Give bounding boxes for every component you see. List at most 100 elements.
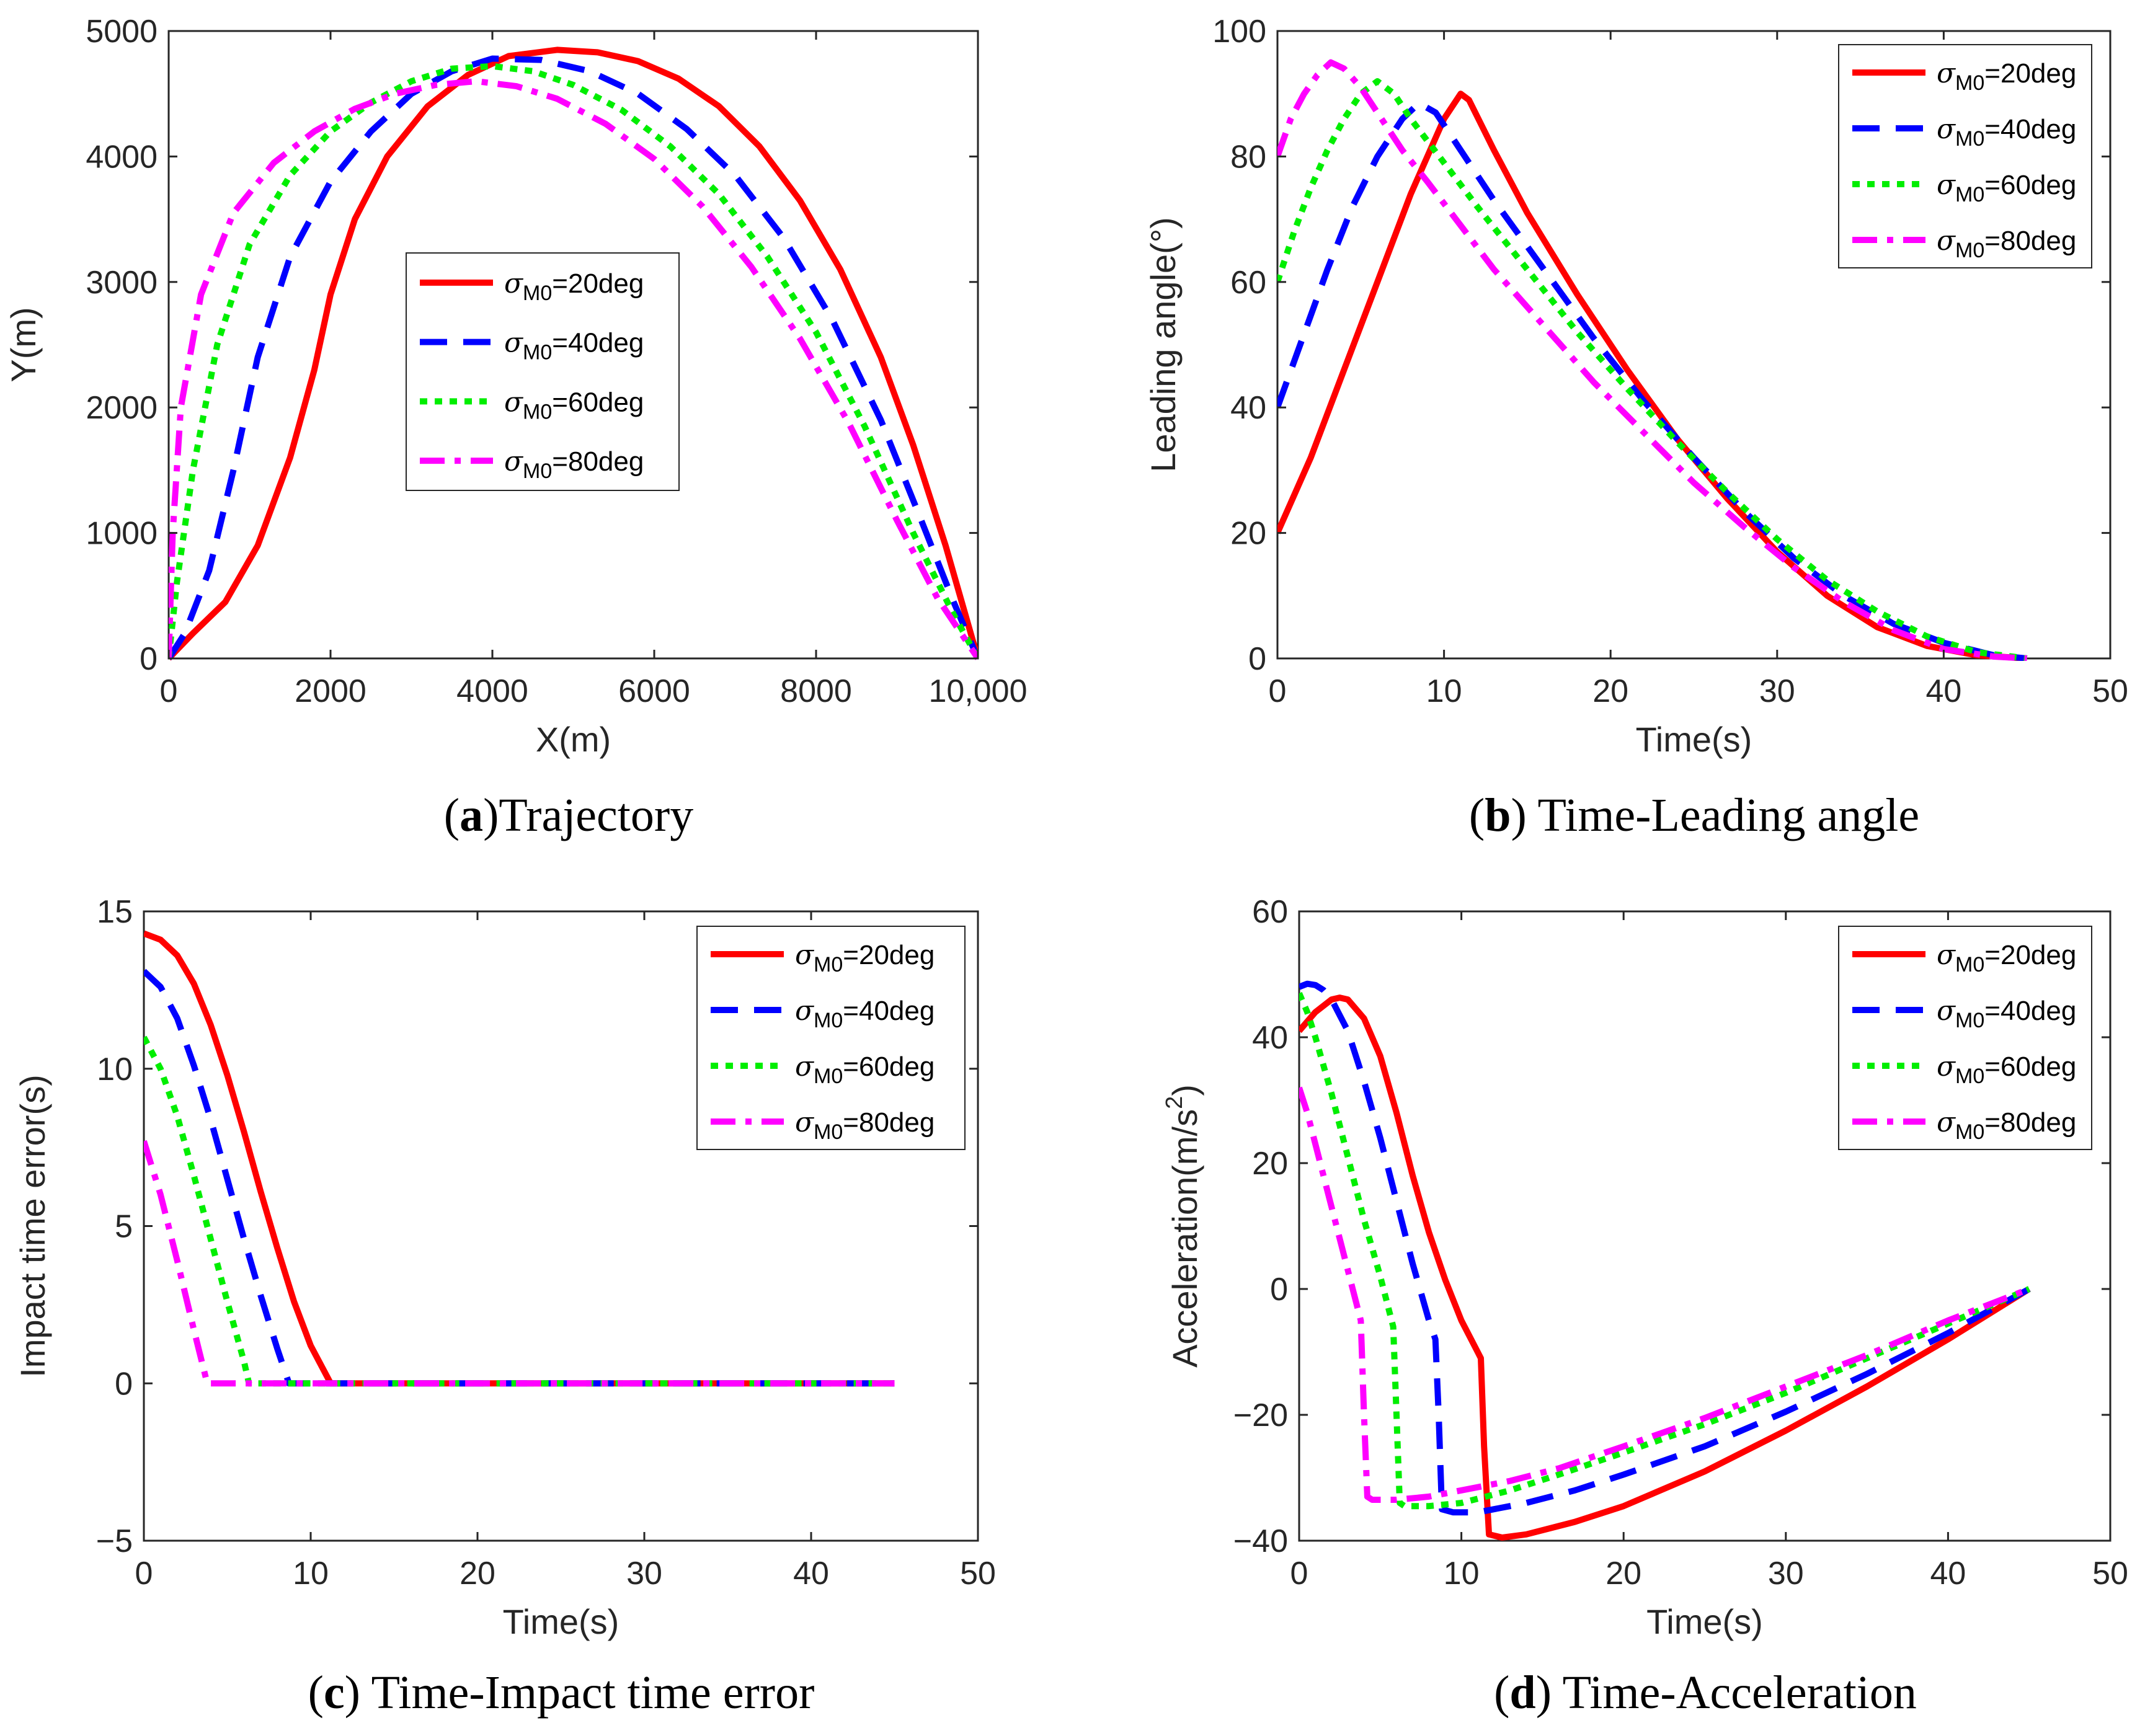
panel-caption: (a)Trajectory [444, 789, 693, 841]
y-tick-label: 60 [1230, 265, 1266, 301]
y-tick-label: 0 [140, 641, 158, 677]
legend-name: =20deg [1984, 940, 2076, 970]
panel-caption: (c) Time-Impact time error [308, 1667, 815, 1719]
caption-open: ( [1469, 789, 1485, 841]
legend-label-3: σM0=80deg [504, 446, 644, 483]
x-tick-label: 2000 [295, 673, 366, 709]
y-tick-label: −5 [96, 1523, 133, 1559]
legend-box [1838, 44, 2092, 268]
legend-subscript: M0 [1955, 127, 1984, 151]
y-axis-label: Acceleration(m/s2) [1161, 1084, 1204, 1368]
legend-sigma: σ [1937, 1051, 1956, 1083]
caption-open: ( [1494, 1667, 1509, 1719]
x-tick-label: 30 [1768, 1556, 1804, 1592]
series-line-2 [169, 63, 978, 660]
legend-subscript: M0 [814, 953, 843, 976]
y-axis-label-text: Acceleration(m/s [1165, 1109, 1204, 1368]
y-tick-label: 4000 [86, 139, 158, 175]
chart-d: 0 10 20 30 40 50 −40 −20 0 20 40 60 Time(s) Accelerat… [1161, 894, 2128, 1719]
caption-text: ) Time-Leading angle [1511, 789, 1920, 841]
legend-label-1: σM0=40deg [1937, 995, 2076, 1032]
legend-name: =40deg [843, 996, 935, 1026]
y-tick-label: 40 [1230, 390, 1266, 426]
x-tick-label: 40 [793, 1556, 829, 1592]
series-line-3 [1277, 59, 2027, 661]
legend-subscript: M0 [814, 1120, 843, 1144]
series-line-0 [169, 46, 978, 661]
legend-name: =60deg [1984, 1052, 2076, 1082]
y-tick-label: 60 [1252, 894, 1288, 930]
legend-subscript: M0 [1955, 71, 1984, 95]
legend-sigma: σ [1937, 1107, 1956, 1138]
legend-name: =40deg [1984, 114, 2076, 144]
caption-open: ( [308, 1667, 324, 1719]
x-axis-label: Time(s) [1636, 720, 1752, 759]
x-tick-label: 10 [1444, 1556, 1480, 1592]
legend-name: =60deg [843, 1052, 935, 1082]
legend-sigma: σ [795, 939, 815, 971]
legend-sigma: σ [1937, 939, 1956, 971]
legend-sigma: σ [1937, 225, 1956, 257]
x-axis-label: X(m) [536, 720, 611, 759]
legend-label-1: σM0=40deg [1937, 113, 2076, 151]
legend-subscript: M0 [523, 459, 552, 483]
legend-name: =20deg [1984, 58, 2076, 89]
y-axis-label-text: Impact time error(s) [13, 1074, 52, 1378]
legend-sigma: σ [504, 327, 524, 359]
legend-subscript: M0 [814, 1009, 843, 1032]
y-tick-label: 1000 [86, 516, 158, 552]
x-tick-label: 30 [626, 1556, 662, 1592]
caption-letter: b [1485, 789, 1511, 841]
legend-label-2: σM0=60deg [504, 386, 644, 423]
legend-name: =60deg [1984, 170, 2076, 200]
legend-sigma: σ [1937, 169, 1956, 201]
chart-b: 0 10 20 30 40 50 0 20 40 60 80 100 Time(s) Leading an… [1144, 14, 2128, 841]
legend-subscript: M0 [814, 1065, 843, 1088]
y-tick-label: 5000 [86, 14, 158, 50]
legend-label-3: σM0=80deg [1937, 1107, 2076, 1144]
legend-sigma: σ [504, 386, 524, 418]
series-line-3 [144, 1140, 895, 1387]
y-tick-label: 0 [1270, 1272, 1288, 1308]
legend-name: =60deg [552, 387, 644, 417]
legend-sigma: σ [1937, 995, 1956, 1027]
y-tick-label: 0 [115, 1366, 133, 1402]
x-tick-label: 6000 [618, 673, 690, 709]
x-axis-label: Time(s) [1646, 1602, 1763, 1641]
caption-text: ) Time-Acceleration [1536, 1667, 1917, 1719]
series-line-2 [1299, 992, 2031, 1510]
legend-label-2: σM0=60deg [1937, 1051, 2076, 1088]
legend-label-1: σM0=40deg [795, 995, 935, 1032]
x-tick-label: 40 [1930, 1556, 1966, 1592]
axes-box [167, 30, 979, 660]
y-tick-label: 40 [1252, 1020, 1288, 1056]
panel-caption: (d) Time-Acceleration [1494, 1667, 1917, 1719]
x-tick-label: 10,000 [928, 673, 1027, 709]
y-axis-label-sup: 2 [1161, 1096, 1188, 1109]
y-tick-label: 20 [1252, 1146, 1288, 1182]
series-line-1 [169, 55, 978, 660]
legend-name: =80deg [1984, 226, 2076, 256]
x-tick-label: 0 [1269, 673, 1287, 709]
caption-text: )Trajectory [483, 789, 693, 841]
series-line-0 [1299, 994, 2031, 1541]
legend-sigma: σ [795, 1107, 815, 1138]
x-tick-label: 20 [1592, 673, 1628, 709]
legend-subscript: M0 [1955, 239, 1984, 262]
x-tick-label: 20 [1605, 1556, 1641, 1592]
y-tick-label: 10 [97, 1052, 133, 1087]
legend-subscript: M0 [1955, 1009, 1984, 1032]
legend-sigma: σ [795, 1051, 815, 1083]
x-tick-label: 20 [460, 1556, 495, 1592]
series-line-0 [1277, 91, 2028, 661]
x-tick-label: 0 [160, 673, 178, 709]
legend-label-0: σM0=20deg [1937, 58, 2076, 95]
legend-label-2: σM0=60deg [1937, 169, 2076, 206]
legend-label-0: σM0=20deg [795, 939, 935, 976]
legend-subscript: M0 [523, 400, 552, 423]
